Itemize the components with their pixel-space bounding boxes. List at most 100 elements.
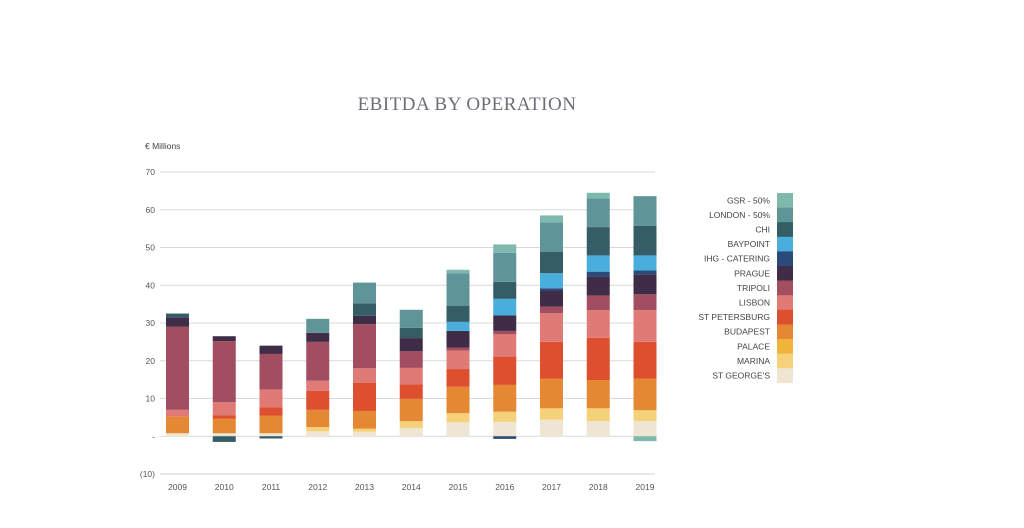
bar-segment-chi: [493, 281, 517, 299]
legend-item-ihg-catering: IHG - CATERING: [704, 251, 793, 267]
legend-swatch: [777, 295, 793, 311]
y-tick-label: 10: [146, 394, 156, 404]
legend-item-palace: PALACE: [737, 339, 793, 354]
bar-segment-tripoli: [540, 306, 563, 314]
bar-segment-lisbon: [306, 380, 330, 391]
bar-segment-budapest: [259, 415, 283, 434]
bar-segment-chi: [259, 436, 283, 439]
bar-segment-budapest: [540, 378, 563, 409]
bar-segment-ihg-catering: [493, 436, 517, 439]
bar-stack-2011: [259, 345, 283, 439]
y-tick-label: 50: [146, 243, 156, 253]
bar-segment-chi: [586, 227, 610, 256]
bar-segment-baypoint: [446, 321, 470, 331]
bar-segment-budapest: [493, 384, 517, 412]
bar-segment-lisbon: [353, 368, 376, 383]
bar-segment-st-petersburg: [446, 369, 470, 387]
y-tick-label: 30: [146, 318, 156, 328]
x-axis-ticks: 2009 2010 2011 2012 2013 2014 2015 2016 2017 2018…: [168, 482, 655, 492]
bar-segment-tripoli: [353, 324, 376, 369]
chart-title: EBITDA BY OPERATION: [357, 94, 577, 115]
bar-segment-gsr-50: [493, 244, 517, 253]
legend-item-lisbon: LISBON: [739, 295, 793, 311]
legend-label: TRIPOLI: [737, 283, 770, 293]
bar-segment-budapest: [446, 386, 470, 414]
bar-segment-tripoli: [212, 341, 236, 403]
x-tick-label: 2010: [215, 482, 234, 492]
bar-segment-gsr-50: [540, 215, 563, 223]
bar-segment-tripoli: [166, 326, 189, 410]
legend-label: LISBON: [739, 298, 770, 308]
legend-label: PALACE: [737, 341, 770, 351]
bar-stack-2016: [493, 244, 517, 439]
legend-item-st-petersburg: ST PETERSBURG: [698, 309, 793, 325]
bar-segment-st-george-s: [166, 433, 189, 437]
legend-label: PRAGUE: [734, 268, 770, 278]
bar-segment-chi: [399, 327, 423, 339]
bar-segment-marina: [493, 411, 517, 422]
legend-label: MARINA: [737, 356, 770, 366]
bar-segment-chi: [166, 313, 189, 318]
bar-segment-tripoli: [633, 294, 657, 311]
bar-segment-marina: [399, 421, 423, 428]
bar-segment-marina: [540, 408, 563, 420]
bar-segment-st-george-s: [212, 433, 236, 437]
bar-segment-marina: [633, 410, 657, 422]
legend-label: BAYPOINT: [728, 239, 770, 249]
bar-segment-ihg-catering: [633, 270, 657, 275]
x-tick-label: 2017: [542, 482, 561, 492]
legend-item-tripoli: TRIPOLI: [737, 280, 793, 296]
bars: [166, 192, 657, 442]
bar-segment-st-petersburg: [306, 390, 330, 410]
bar-segment-budapest: [166, 416, 189, 434]
x-tick-label: 2019: [636, 482, 655, 492]
bar-segment-st-george-s: [586, 421, 610, 437]
bar-segment-budapest: [306, 409, 330, 428]
legend-label: IHG - CATERING: [704, 254, 770, 264]
legend-label: BUDAPEST: [724, 327, 770, 337]
bar-segment-tripoli: [259, 353, 283, 390]
bar-segment-st-petersburg: [540, 341, 563, 379]
bar-stack-2018: [586, 192, 610, 437]
legend-swatch: [777, 193, 793, 208]
bar-segment-ihg-catering: [586, 271, 610, 277]
bar-segment-london-50: [633, 196, 657, 226]
legend-item-london-50: LONDON - 50%: [709, 207, 793, 223]
bar-segment-prague: [399, 338, 423, 352]
legend-item-chi: CHI: [755, 222, 793, 238]
x-tick-label: 2012: [308, 482, 327, 492]
legend-swatch: [777, 324, 793, 340]
bar-segment-tripoli: [399, 351, 423, 368]
bar-segment-gsr-50: [586, 192, 610, 199]
bar-segment-prague: [446, 330, 470, 348]
bar-segment-ihg-catering: [540, 288, 563, 291]
legend-swatch: [777, 236, 793, 252]
bar-segment-marina: [586, 408, 610, 422]
bar-segment-st-petersburg: [259, 407, 283, 416]
bar-segment-lisbon: [586, 310, 610, 338]
bar-segment-london-50: [399, 309, 423, 328]
bar-segment-st-george-s: [306, 431, 330, 437]
bar-segment-tripoli: [306, 341, 330, 381]
bar-segment-london-50: [306, 318, 330, 333]
legend-swatch: [777, 339, 793, 354]
bar-segment-lisbon: [633, 310, 657, 342]
bar-segment-lisbon: [446, 350, 470, 370]
x-tick-label: 2011: [262, 482, 281, 492]
legend-swatch: [777, 280, 793, 296]
legend-item-marina: MARINA: [737, 353, 793, 369]
x-tick-label: 2014: [402, 482, 421, 492]
bar-segment-chi: [633, 225, 657, 256]
legend-swatch: [777, 222, 793, 238]
y-tick-label: (10): [140, 469, 155, 479]
bar-segment-st-george-s: [633, 421, 657, 437]
x-tick-label: 2016: [495, 482, 514, 492]
y-axis-ticks: 70 60 50 40 30 20 10 - (10): [140, 167, 155, 479]
y-tick-label: 40: [146, 280, 156, 290]
bar-segment-st-george-s: [259, 433, 283, 437]
legend-swatch: [777, 251, 793, 267]
bar-stack-2013: [353, 282, 376, 437]
bar-segment-marina: [353, 428, 376, 432]
bar-segment-budapest: [353, 410, 376, 429]
bar-segment-marina: [306, 427, 330, 432]
